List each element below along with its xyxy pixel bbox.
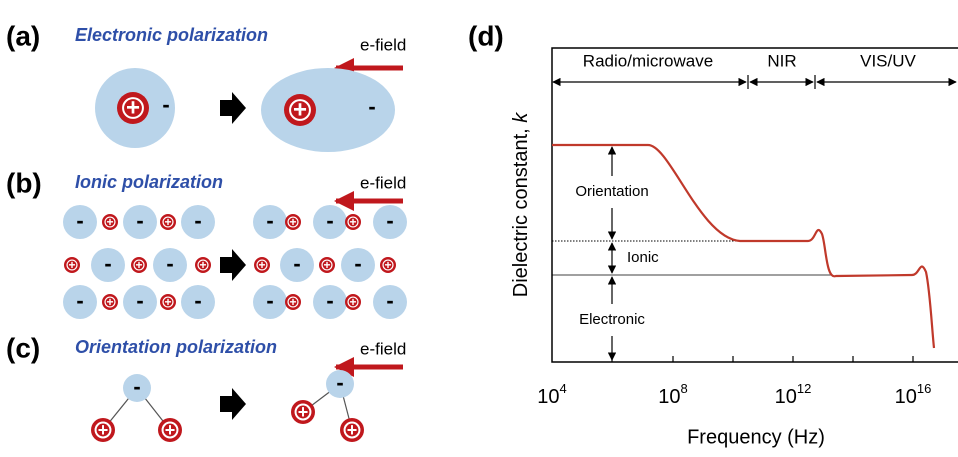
minus-sign: - — [354, 251, 361, 276]
x-tick-label: 1012 — [775, 381, 812, 408]
minus-sign: - — [266, 208, 273, 233]
region-label: Radio/microwave — [583, 51, 713, 70]
field-label: e-field — [360, 173, 406, 192]
minus-sign: - — [194, 208, 201, 233]
plus-sign: + — [164, 215, 171, 229]
plus-sign: + — [165, 420, 176, 440]
minus-sign: - — [326, 208, 333, 233]
plus-sign: + — [68, 258, 75, 272]
plus-sign: + — [164, 295, 171, 309]
annotation: Electronic — [579, 311, 645, 328]
plus-sign: + — [349, 215, 356, 229]
plus-sign: + — [258, 258, 265, 272]
x-tick-label: 1016 — [895, 381, 932, 408]
x-axis-label: Frequency (Hz) — [687, 426, 825, 448]
x-tick-label: 104 — [537, 381, 566, 408]
minus-sign: - — [386, 288, 393, 313]
panel-label: (d) — [468, 20, 504, 51]
plus-sign: + — [98, 420, 109, 440]
minus-sign: - — [133, 374, 140, 399]
y-axis-label: Dielectric constant, k — [510, 112, 532, 298]
tick-base: 10 — [537, 386, 559, 408]
plus-sign: + — [323, 258, 330, 272]
process-arrows — [220, 92, 246, 420]
panel-title: Orientation polarization — [75, 337, 277, 357]
panel-title: Electronic polarization — [75, 25, 268, 45]
annotation: Orientation — [575, 183, 648, 200]
plus-sign: + — [289, 215, 296, 229]
minus-sign: - — [368, 94, 375, 119]
tick-base: 10 — [658, 386, 680, 408]
minus-sign: - — [194, 288, 201, 313]
minus-sign: - — [326, 288, 333, 313]
minus-sign: - — [136, 208, 143, 233]
region-label: VIS/UV — [860, 51, 916, 70]
panel-title: Ionic polarization — [75, 172, 223, 192]
plus-sign: + — [298, 402, 309, 422]
tick-base: 10 — [775, 386, 797, 408]
minus-sign: - — [166, 251, 173, 276]
minus-sign: - — [266, 288, 273, 313]
plus-sign: + — [289, 295, 296, 309]
panel-label: (a) — [6, 20, 40, 51]
x-tick-label: 108 — [658, 381, 687, 408]
x-ticks — [612, 356, 913, 362]
plus-sign: + — [293, 96, 307, 123]
minus-sign: - — [104, 251, 111, 276]
plus-sign: + — [199, 258, 206, 272]
tick-exponent: 16 — [917, 381, 931, 396]
region-label: NIR — [767, 51, 796, 70]
field-label: e-field — [360, 35, 406, 54]
minus-sign: - — [162, 92, 169, 117]
minus-sign: - — [136, 288, 143, 313]
tick-exponent: 12 — [797, 381, 811, 396]
region-arrows — [553, 75, 956, 89]
annotation: Ionic — [627, 249, 659, 266]
tick-exponent: 8 — [681, 381, 688, 396]
plus-sign: + — [106, 215, 113, 229]
plus-sign: + — [135, 258, 142, 272]
plus-sign: + — [106, 295, 113, 309]
plus-sign: + — [384, 258, 391, 272]
minus-sign: - — [76, 208, 83, 233]
plus-sign: + — [349, 295, 356, 309]
figure: (a) Electronic polarization e-field (b) … — [0, 0, 958, 452]
minus-sign: - — [386, 208, 393, 233]
minus-sign: - — [76, 288, 83, 313]
tick-base: 10 — [895, 386, 917, 408]
minus-sign: - — [293, 251, 300, 276]
plus-sign: + — [347, 420, 358, 440]
plus-sign: + — [126, 94, 140, 121]
tick-exponent: 4 — [560, 381, 567, 396]
minus-sign: - — [336, 370, 343, 395]
panel-label: (c) — [6, 332, 40, 363]
panel-label: (b) — [6, 167, 42, 198]
field-label: e-field — [360, 339, 406, 358]
